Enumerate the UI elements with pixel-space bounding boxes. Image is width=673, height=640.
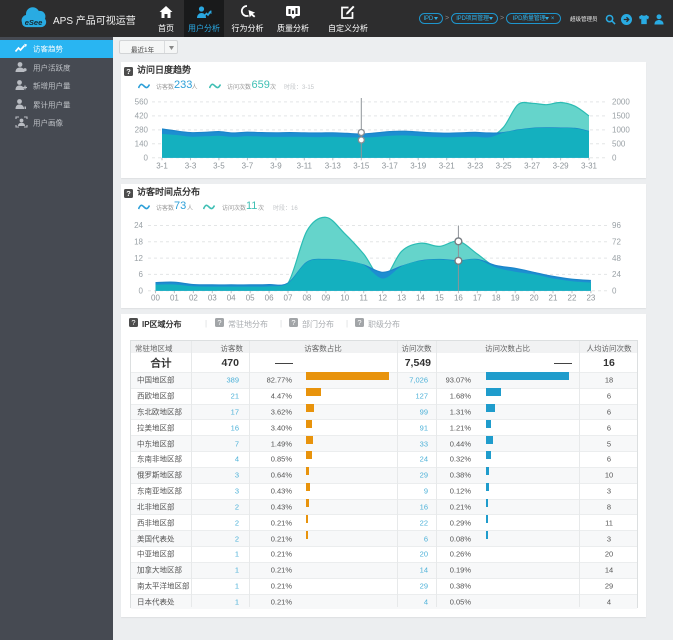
svg-text:48: 48 <box>612 254 621 263</box>
svg-text:560: 560 <box>135 98 149 107</box>
svg-text:16: 16 <box>454 294 463 303</box>
svg-text:0: 0 <box>612 154 617 163</box>
svg-text:09: 09 <box>321 294 330 303</box>
svg-text:3-9: 3-9 <box>270 162 282 171</box>
svg-text:12: 12 <box>134 254 143 263</box>
svg-text:03: 03 <box>208 294 217 303</box>
svg-text:08: 08 <box>302 294 311 303</box>
svg-text:07: 07 <box>284 294 293 303</box>
svg-text:18: 18 <box>134 238 143 247</box>
svg-text:3-25: 3-25 <box>496 162 513 171</box>
svg-text:24: 24 <box>134 221 143 230</box>
svg-text:500: 500 <box>612 140 626 149</box>
svg-text:20: 20 <box>530 294 539 303</box>
svg-text:3-3: 3-3 <box>185 162 197 171</box>
svg-text:1000: 1000 <box>612 126 630 135</box>
svg-text:3-11: 3-11 <box>297 162 313 171</box>
svg-text:04: 04 <box>227 294 236 303</box>
svg-text:17: 17 <box>473 294 482 303</box>
svg-text:3-15: 3-15 <box>353 162 370 171</box>
svg-text:140: 140 <box>135 140 149 149</box>
svg-text:3-13: 3-13 <box>325 162 342 171</box>
svg-text:3-17: 3-17 <box>382 162 399 171</box>
svg-text:3-7: 3-7 <box>242 162 254 171</box>
svg-text:0: 0 <box>139 286 144 295</box>
svg-text:22: 22 <box>568 294 577 303</box>
svg-text:3-23: 3-23 <box>467 162 484 171</box>
svg-text:3-5: 3-5 <box>213 162 225 171</box>
svg-text:15: 15 <box>435 294 444 303</box>
svg-text:12: 12 <box>378 294 387 303</box>
svg-text:05: 05 <box>246 294 255 303</box>
svg-text:3-31: 3-31 <box>581 162 598 171</box>
svg-text:23: 23 <box>586 294 595 303</box>
svg-text:3-27: 3-27 <box>524 162 541 171</box>
svg-text:6: 6 <box>139 270 144 279</box>
svg-text:06: 06 <box>265 294 274 303</box>
svg-text:96: 96 <box>612 221 621 230</box>
svg-text:11: 11 <box>360 294 369 303</box>
svg-text:3-21: 3-21 <box>439 162 456 171</box>
svg-text:72: 72 <box>612 238 621 247</box>
svg-text:1500: 1500 <box>612 112 630 121</box>
svg-text:0: 0 <box>144 154 149 163</box>
svg-text:01: 01 <box>170 294 179 303</box>
svg-text:24: 24 <box>612 270 621 279</box>
svg-text:14: 14 <box>416 294 425 303</box>
svg-text:02: 02 <box>189 294 198 303</box>
svg-text:280: 280 <box>135 126 149 135</box>
svg-text:18: 18 <box>492 294 501 303</box>
svg-text:0: 0 <box>612 286 617 295</box>
svg-text:eSee: eSee <box>25 18 43 27</box>
svg-text:3-1: 3-1 <box>156 162 168 171</box>
svg-text:10: 10 <box>340 294 349 303</box>
svg-text:3-19: 3-19 <box>410 162 427 171</box>
svg-text:3-29: 3-29 <box>553 162 570 171</box>
svg-text:19: 19 <box>511 294 520 303</box>
svg-text:00: 00 <box>151 294 160 303</box>
svg-text:21: 21 <box>549 294 558 303</box>
svg-text:2000: 2000 <box>612 98 630 107</box>
svg-text:420: 420 <box>135 112 149 121</box>
svg-text:13: 13 <box>397 294 406 303</box>
